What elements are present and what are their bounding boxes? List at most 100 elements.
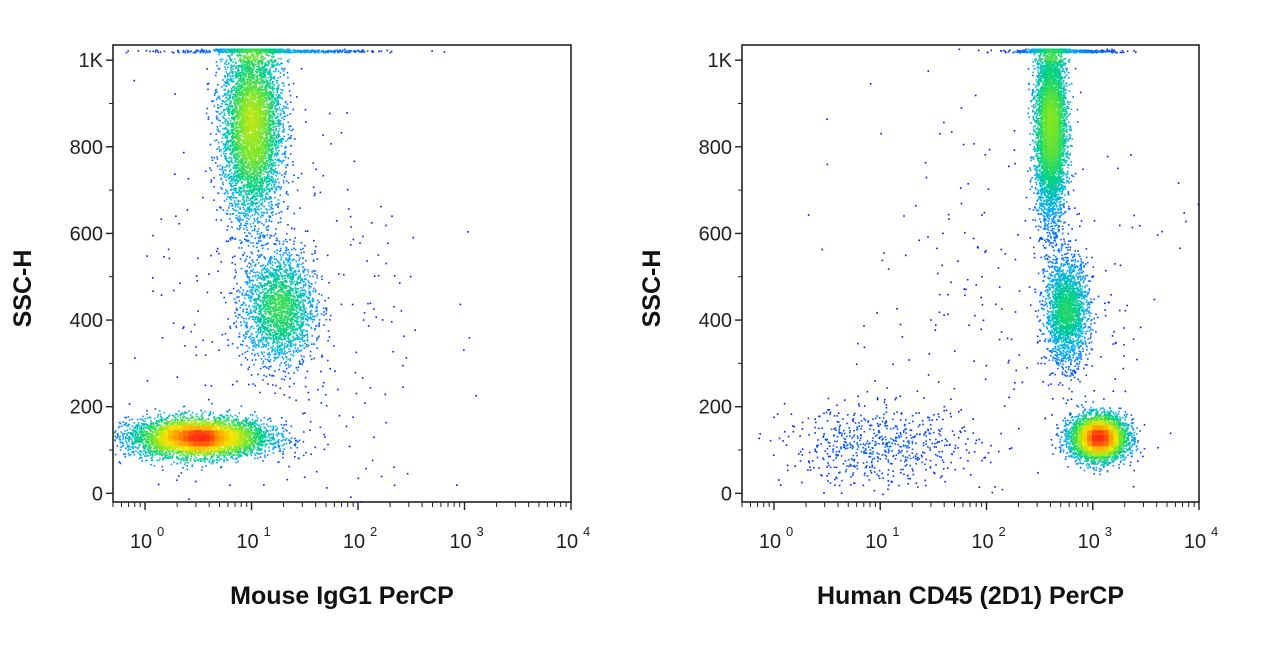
data-point — [142, 416, 144, 418]
data-point — [275, 179, 277, 181]
data-point — [216, 99, 218, 101]
data-point — [282, 457, 284, 459]
data-point — [231, 221, 233, 223]
data-point — [402, 365, 404, 367]
data-point — [271, 440, 273, 442]
data-point — [393, 467, 395, 469]
data-point — [175, 215, 177, 217]
data-point — [262, 323, 264, 325]
data-point — [316, 347, 318, 349]
data-point — [127, 444, 129, 446]
data-point — [278, 143, 280, 145]
data-point — [309, 276, 311, 278]
data-point — [234, 65, 236, 67]
data-point — [261, 442, 263, 444]
data-point — [269, 162, 271, 164]
data-point — [129, 445, 131, 447]
data-point — [273, 64, 275, 66]
data-point — [289, 443, 291, 445]
data-point — [274, 330, 276, 332]
data-point — [339, 50, 341, 52]
data-point — [271, 187, 273, 189]
data-point — [223, 84, 225, 86]
data-point — [292, 282, 294, 284]
data-point — [267, 64, 269, 66]
data-point — [324, 436, 326, 438]
data-point — [262, 199, 264, 201]
data-point — [286, 430, 288, 432]
data-point — [274, 134, 276, 136]
data-point — [245, 215, 247, 217]
data-point — [279, 345, 281, 347]
data-point — [222, 95, 224, 97]
data-point — [277, 92, 279, 94]
data-point — [278, 70, 280, 72]
data-point — [323, 314, 325, 316]
data-point — [302, 302, 304, 304]
data-point — [235, 165, 237, 167]
data-point — [285, 356, 287, 358]
data-point — [262, 248, 264, 250]
data-point — [276, 253, 278, 255]
data-point — [274, 191, 276, 193]
data-point — [184, 406, 186, 408]
data-point — [137, 448, 139, 450]
data-point — [262, 234, 264, 236]
data-point — [233, 90, 235, 92]
data-point — [268, 434, 270, 436]
data-point — [240, 321, 242, 323]
data-point — [231, 118, 233, 120]
data-point — [261, 448, 263, 450]
data-point — [127, 429, 129, 431]
data-point — [238, 314, 240, 316]
data-point — [146, 413, 148, 415]
data-point — [230, 123, 232, 125]
data-point — [248, 232, 250, 234]
data-point — [268, 261, 270, 263]
data-point — [275, 50, 277, 52]
data-point — [286, 438, 288, 440]
data-point — [239, 291, 241, 293]
data-point — [258, 344, 260, 346]
data-point — [245, 222, 247, 224]
data-point — [275, 228, 277, 230]
data-point — [230, 140, 232, 142]
data-point — [265, 179, 267, 181]
data-point — [289, 378, 291, 380]
data-point — [216, 133, 218, 135]
data-point — [240, 325, 242, 327]
data-point — [287, 344, 289, 346]
data-point — [279, 250, 281, 252]
data-point — [282, 427, 284, 429]
data-point — [277, 443, 279, 445]
data-point — [292, 161, 294, 163]
data-point — [253, 286, 255, 288]
data-point — [300, 274, 302, 276]
data-point — [285, 364, 287, 366]
data-point — [281, 378, 283, 380]
data-point — [240, 178, 242, 180]
data-point — [286, 51, 288, 53]
data-point — [391, 321, 393, 323]
data-point — [128, 453, 130, 455]
data-point — [261, 431, 263, 433]
data-point — [162, 337, 164, 339]
data-point — [277, 80, 279, 82]
data-point — [139, 432, 141, 434]
data-point — [267, 268, 269, 270]
data-point — [322, 355, 324, 357]
data-point — [237, 75, 239, 77]
data-point — [312, 321, 314, 323]
data-point — [327, 255, 329, 257]
data-point — [263, 188, 265, 190]
data-point — [286, 233, 288, 235]
data-point — [229, 293, 231, 295]
data-point — [378, 275, 380, 277]
data-point — [330, 315, 332, 317]
data-point — [257, 457, 259, 459]
data-point — [307, 303, 309, 305]
data-point — [305, 285, 307, 287]
data-point — [236, 73, 238, 75]
data-point — [254, 411, 256, 413]
data-point — [275, 385, 277, 387]
